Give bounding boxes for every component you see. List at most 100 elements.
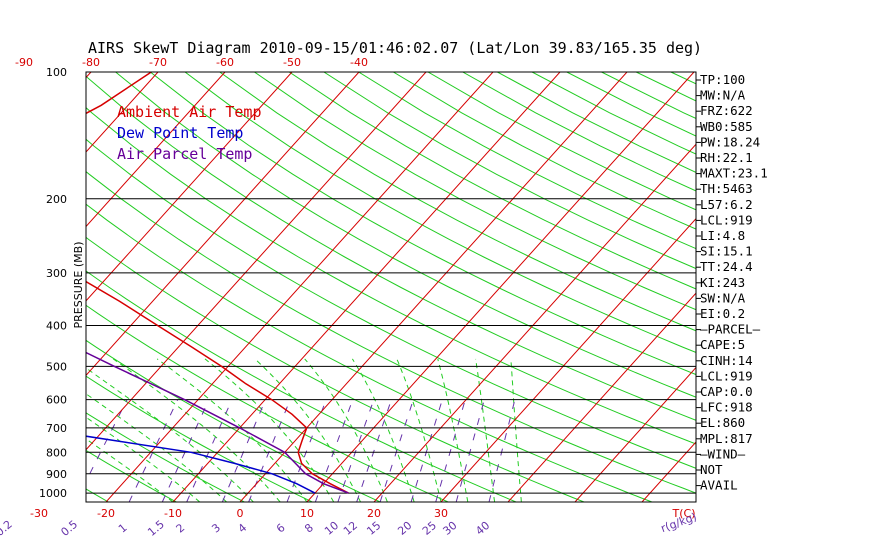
index-label: CAP:0.0: [700, 384, 753, 399]
legend-item: Dew Point Temp: [117, 124, 243, 142]
isotherm: [574, 366, 696, 502]
index-label: TP:100: [700, 72, 745, 87]
series-line: [86, 435, 316, 494]
mixing-ratio-label: 20: [395, 519, 414, 538]
index-label: —WIND—: [700, 446, 746, 461]
y-tick-label: 200: [46, 193, 67, 206]
bottom-tick-label: 0: [237, 507, 244, 520]
moist-adiabat: [351, 358, 415, 502]
mixing-ratio-line: [455, 399, 485, 502]
dry-adiabat: [86, 449, 177, 502]
dry-adiabat: [219, 72, 696, 332]
index-label: WB0:585: [700, 119, 753, 134]
bottom-tick-label: 30: [434, 507, 448, 520]
isotherm: [0, 72, 24, 502]
top-tick-label: -60: [216, 56, 234, 69]
mixing-ratio-label: 3: [209, 521, 223, 535]
mixing-ratio-line: [488, 399, 516, 502]
isotherm: [507, 292, 696, 502]
isotherm: [86, 72, 293, 302]
index-label: TT:24.4: [700, 259, 753, 274]
isotherm: [440, 217, 696, 502]
mixing-ratio-line: [128, 399, 179, 502]
index-label: CAPE:5: [700, 337, 745, 352]
dry-adiabat: [254, 72, 696, 311]
moist-adiabat: [86, 367, 254, 502]
y-axis-label: PRESSURE (MB): [72, 242, 85, 329]
mixing-ratio-line: [286, 399, 327, 502]
mixing-ratio-label: 0.5: [58, 518, 80, 539]
dry-adiabat: [86, 170, 696, 494]
moist-adiabat: [475, 358, 496, 502]
mixing-ratio-label: 15: [364, 519, 383, 538]
legend-item: Air Parcel Temp: [117, 145, 252, 163]
dry-adiabat: [462, 72, 696, 192]
dry-adiabat: [288, 72, 696, 290]
index-label: MW:N/A: [700, 88, 746, 103]
y-tick-label: 1000: [39, 487, 67, 500]
y-tick-label: 600: [46, 394, 67, 407]
mixing-ratio-label: 0.2: [0, 518, 15, 539]
dry-adiabat: [115, 72, 696, 398]
bottom-tick-label: 20: [367, 507, 381, 520]
mixing-ratio-label: 1: [116, 521, 130, 535]
dry-adiabat: [393, 72, 696, 230]
index-label: CINH:14: [700, 353, 753, 368]
bottom-tick-label: -30: [30, 507, 48, 520]
isotherm: [172, 72, 561, 502]
isotherm: [86, 72, 159, 153]
moist-adiabat: [86, 438, 174, 502]
dry-adiabat: [86, 412, 245, 502]
isotherm: [86, 72, 226, 228]
moist-adiabat: [254, 358, 362, 502]
index-label: L57:6.2: [700, 197, 753, 212]
isotherm: [105, 72, 494, 502]
mixing-ratio-label: 10: [322, 519, 341, 538]
index-label: SW:N/A: [700, 290, 746, 305]
index-label: EL:860: [700, 415, 745, 430]
isotherm: [306, 72, 695, 502]
mixing-ratio-label: 12: [341, 519, 360, 538]
dry-adiabat: [0, 72, 41, 502]
mixing-ratio-line: [337, 399, 375, 502]
bottom-tick-label: -20: [97, 507, 115, 520]
index-label: TH:5463: [700, 181, 753, 196]
mixing-ratio-line: [0, 400, 22, 502]
isotherm: [373, 143, 696, 502]
mixing-ratio-line: [314, 399, 354, 502]
index-label: LFC:918: [700, 400, 753, 415]
series-line: [86, 72, 349, 494]
bottom-tick-label: -10: [164, 507, 182, 520]
mixing-ratio-label: 40: [473, 519, 492, 538]
top-tick-label: -70: [149, 56, 167, 69]
index-label: RH:22.1: [700, 150, 753, 165]
y-tick-label: 400: [46, 320, 67, 333]
dry-adiabat: [323, 72, 696, 270]
y-tick-label: 300: [46, 267, 67, 280]
mixing-ratio-label: 6: [274, 521, 288, 535]
plot-area: [0, 72, 696, 502]
y-tick-label: 900: [46, 468, 67, 481]
mixing-ratio-line: [379, 399, 414, 502]
mixing-ratio-line: [161, 399, 210, 502]
top-tick-label: -80: [82, 56, 100, 69]
y-tick-label: 500: [46, 360, 67, 373]
index-label: NOT: [700, 462, 723, 477]
mixing-ratio-line: [186, 399, 233, 502]
index-label: KI:243: [700, 275, 745, 290]
plot-frame: [85, 71, 697, 503]
moist-adiabat: [304, 358, 388, 502]
top-tick-label: -50: [283, 56, 301, 69]
index-label: LCL:919: [700, 368, 753, 383]
dry-adiabat: [86, 107, 696, 445]
legend: Ambient Air Temp Dew Point Temp Air Parcel…: [117, 103, 262, 163]
mixing-ratio-label: 1.5: [145, 518, 167, 539]
mixing-ratio-line: [248, 399, 291, 502]
index-label: LCL:919: [700, 212, 753, 227]
series-line: [86, 351, 349, 494]
index-label: LI:4.8: [700, 228, 745, 243]
top-tick-label: -40: [350, 56, 368, 69]
top-axis: -120-110-100-90-80-70-60-50-40: [15, 56, 368, 69]
index-label: FRZ:622: [700, 103, 753, 118]
